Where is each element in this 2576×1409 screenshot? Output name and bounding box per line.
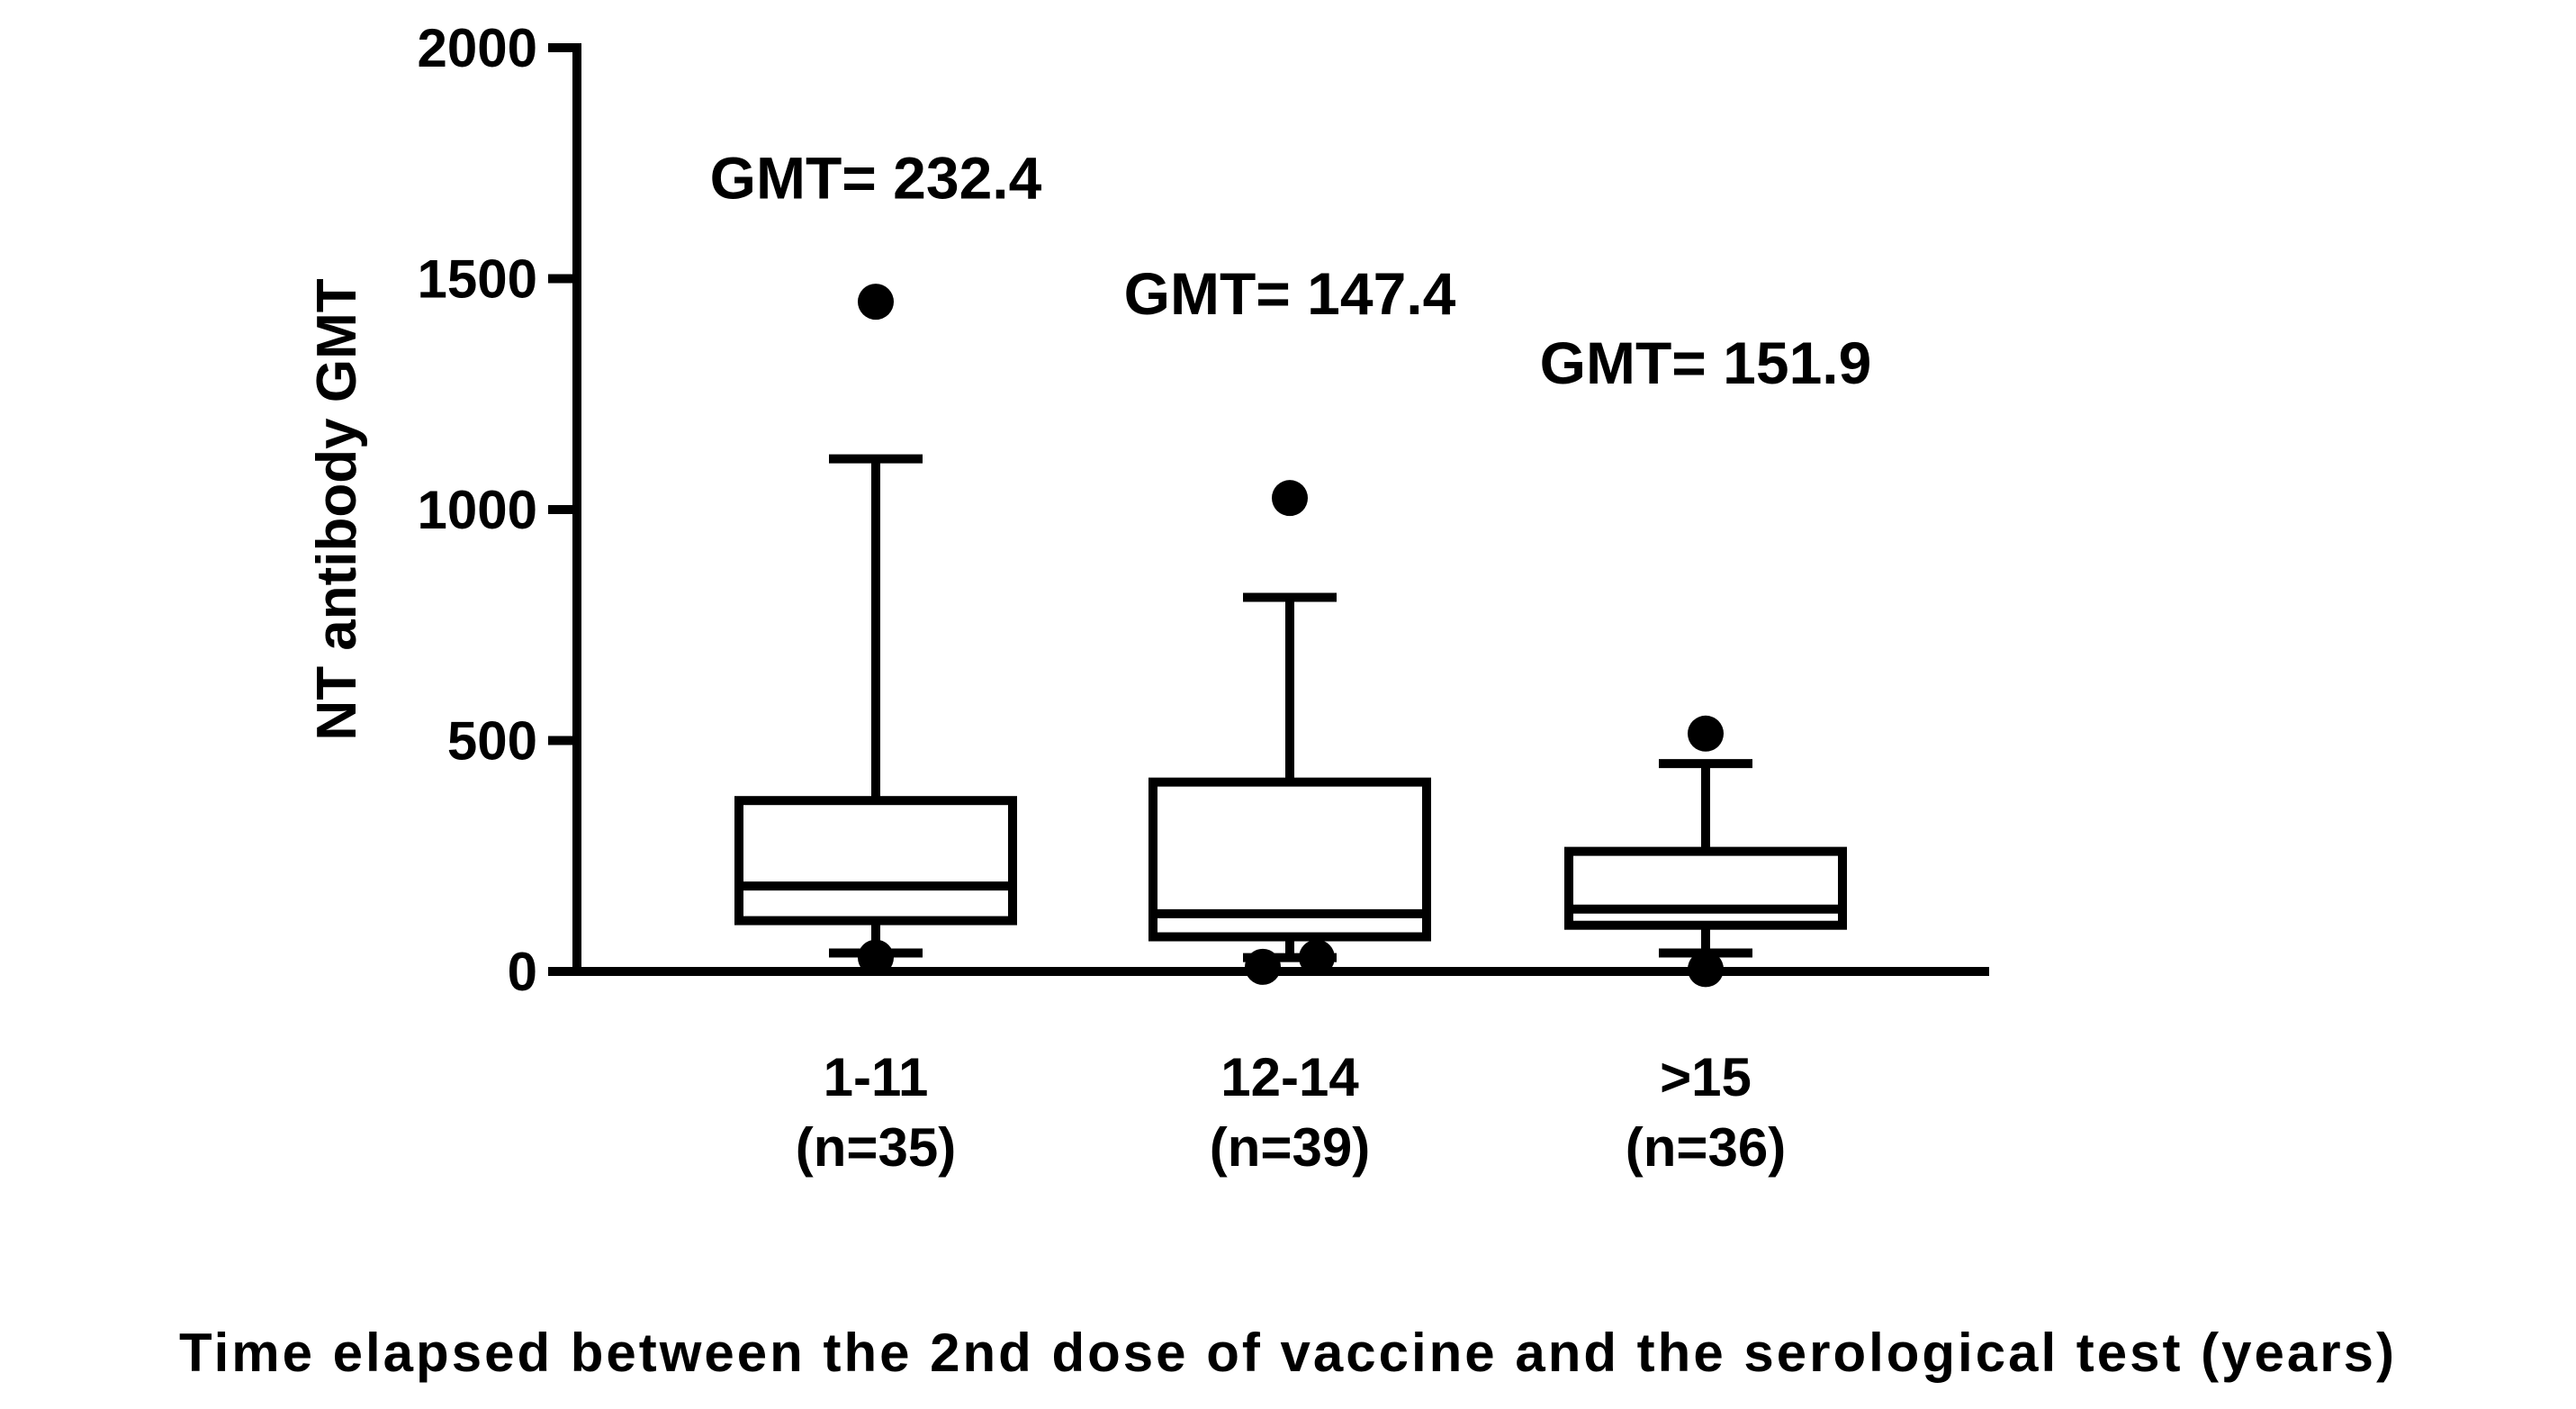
y-axis-title: NT antibody GMT [306,278,368,740]
y-tick-label: 1000 [418,480,537,540]
y-tick-label: 0 [508,942,537,1002]
category-n-label: (n=36) [1626,1117,1786,1178]
gmt-annotation: GMT= 232.4 [710,145,1042,212]
gmt-annotation: GMT= 151.9 [1540,330,1872,396]
x-axis-title: Time elapsed between the 2nd dose of vac… [179,1323,2397,1383]
boxes [734,284,1847,988]
y-tick-label: 1500 [418,249,537,310]
iqr-box [734,796,1017,926]
category-labels: 1-11 (n=35) 12-14 (n=39) >15 (n=36) [796,1047,1786,1178]
outlier-point [858,284,894,321]
y-ticks: 0 500 1000 1500 2000 [418,18,577,1002]
outlier-point [858,939,894,976]
box-3 [1564,715,1847,988]
box-1 [734,284,1017,976]
y-tick-label: 2000 [418,18,537,78]
category-n-label: (n=39) [1210,1117,1370,1178]
outlier-point [1272,480,1308,517]
outlier-point [1688,951,1724,988]
outlier-point [1688,715,1724,752]
category-label: 12-14 [1220,1047,1359,1107]
gmt-annotations: GMT= 232.4 GMT= 147.4 GMT= 151.9 [710,145,1872,396]
gmt-annotation: GMT= 147.4 [1124,260,1456,327]
category-n-label: (n=35) [796,1117,956,1178]
category-label: >15 [1660,1047,1752,1107]
y-tick-label: 500 [447,711,537,772]
box-2 [1148,480,1431,985]
iqr-box [1564,846,1847,930]
category-label: 1-11 [824,1047,929,1107]
outlier-point [1245,948,1281,985]
outlier-point [1299,939,1335,976]
